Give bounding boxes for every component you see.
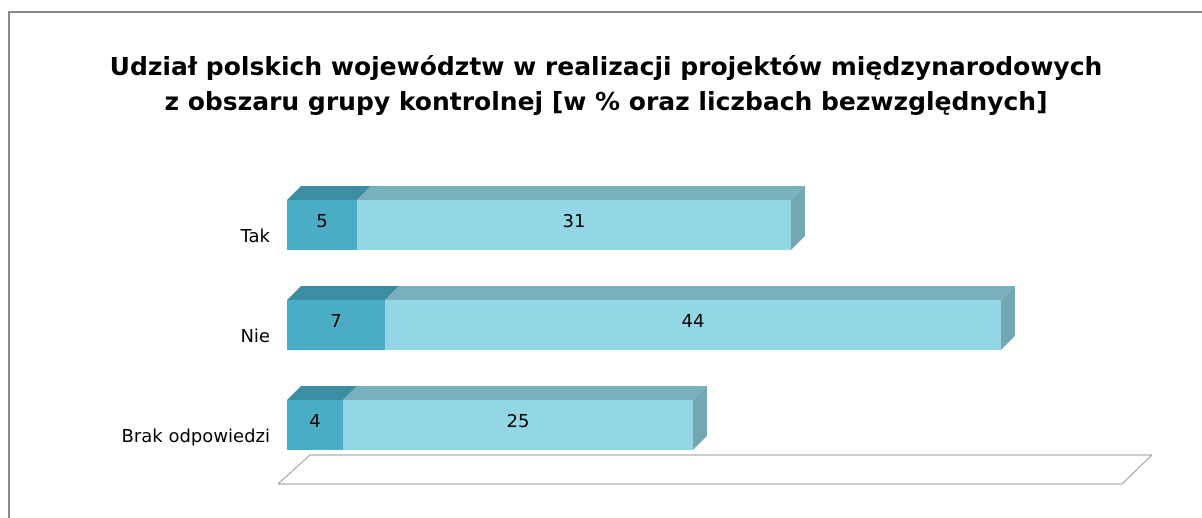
chart-title: Udział polskich województw w realizacji … [110,52,1103,81]
chart-title: z obszaru grupy kontrolnej [w % oraz lic… [164,87,1047,116]
value-label: 31 [563,211,586,232]
bar [343,400,693,450]
bar-side [791,186,805,250]
bar-top [385,286,1015,300]
bar-top [357,186,805,200]
bar-top [287,386,357,400]
bar-top [287,286,399,300]
bar-side [693,386,707,450]
bar [385,300,1001,350]
chart-frame [8,11,1202,518]
value-label: 25 [507,411,530,432]
bar-side [1001,286,1015,350]
category-label: Tak [240,226,271,247]
value-label: 5 [316,211,327,232]
bar-top [287,186,371,200]
floor [278,454,1153,485]
value-label: 7 [330,311,341,332]
floor [277,454,1152,485]
bar [287,200,357,250]
category-label: Brak odpowiedzi [122,426,270,447]
category-label: Nie [240,326,270,347]
value-label: 4 [309,411,320,432]
value-label: 44 [682,311,705,332]
bar [287,300,385,350]
bar-top [343,386,707,400]
bar [357,200,791,250]
bar [287,400,343,450]
